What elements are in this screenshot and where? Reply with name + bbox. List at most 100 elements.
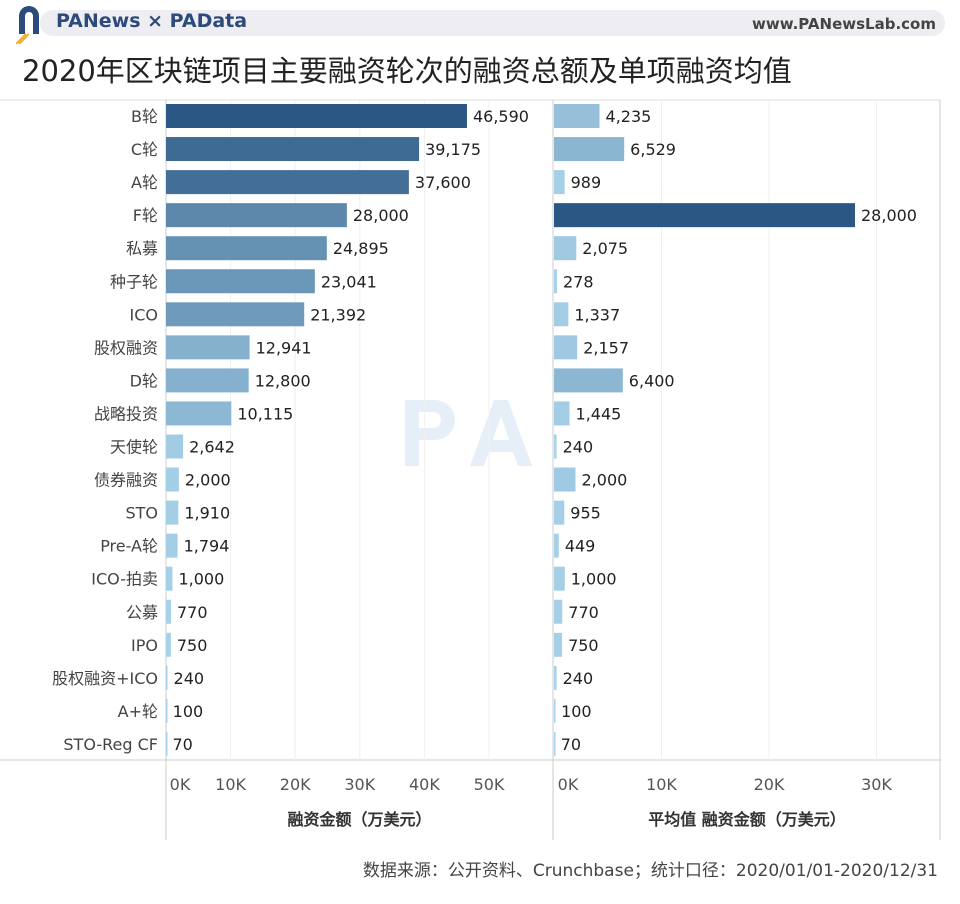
- bar: [554, 533, 559, 558]
- category-label: 公募: [126, 603, 158, 622]
- category-label: 股权融资+ICO: [52, 669, 158, 688]
- data-label: 240: [563, 669, 594, 688]
- data-label: 989: [571, 173, 602, 192]
- x-tick-label: 30K: [861, 775, 892, 794]
- data-label: 28,000: [353, 206, 409, 225]
- category-label: 战略投资: [94, 404, 158, 423]
- data-label: 37,600: [415, 173, 471, 192]
- bar: [166, 599, 171, 624]
- watermark-logo-icon: [405, 400, 532, 466]
- data-label: 449: [565, 537, 596, 556]
- data-label: 23,041: [321, 272, 377, 291]
- category-label: 种子轮: [110, 272, 158, 291]
- data-label: 12,800: [255, 371, 311, 390]
- category-label: STO: [125, 504, 158, 523]
- data-label: 46,590: [473, 107, 529, 126]
- bar: [554, 632, 563, 657]
- data-label: 770: [568, 603, 599, 622]
- data-label: 4,235: [606, 107, 652, 126]
- x-tick-label: 20K: [280, 775, 311, 794]
- bar: [166, 302, 305, 327]
- bar: [166, 698, 168, 723]
- bar: [554, 731, 556, 756]
- bar: [554, 335, 578, 360]
- bar: [166, 632, 171, 657]
- x-tick-label: 0K: [558, 775, 579, 794]
- data-label: 39,175: [425, 140, 481, 159]
- bar: [554, 599, 563, 624]
- bar: [166, 137, 420, 162]
- data-label: 6,529: [630, 140, 676, 159]
- bar: [554, 104, 600, 128]
- data-label: 1,445: [576, 404, 622, 423]
- data-label: 240: [563, 438, 594, 457]
- data-label: 2,642: [189, 438, 235, 457]
- bar: [166, 434, 184, 459]
- x-tick-label: 10K: [215, 775, 246, 794]
- category-label: IPO: [131, 636, 158, 655]
- brand: PANews × PAData: [56, 10, 248, 32]
- bar: [166, 533, 178, 558]
- bar: [166, 335, 250, 360]
- data-label: 1,794: [184, 537, 230, 556]
- bar: [554, 170, 565, 195]
- data-label: 770: [177, 603, 208, 622]
- data-label: 100: [561, 702, 592, 721]
- header-bar: [40, 10, 945, 36]
- category-label: C轮: [131, 140, 158, 159]
- bar: [554, 566, 565, 591]
- data-label: 1,000: [178, 570, 224, 589]
- bar: [166, 401, 232, 426]
- x-axis-title: 平均值 融资金额（万美元）: [648, 810, 846, 829]
- data-label: 240: [174, 669, 205, 688]
- data-label: 12,941: [256, 338, 312, 357]
- data-label: 2,000: [185, 471, 231, 490]
- category-label: 天使轮: [110, 438, 158, 457]
- category-label: 股权融资: [94, 338, 158, 357]
- category-label: B轮: [131, 107, 158, 126]
- x-tick-label: 50K: [474, 775, 505, 794]
- x-tick-label: 10K: [646, 775, 677, 794]
- x-tick-label: 30K: [344, 775, 375, 794]
- bar: [166, 203, 347, 228]
- bar: [166, 104, 467, 128]
- category-label: A+轮: [118, 702, 158, 721]
- bar: [166, 368, 249, 393]
- bar: [554, 434, 557, 459]
- data-label: 2,000: [582, 471, 628, 490]
- category-label: 债券融资: [94, 471, 158, 490]
- bar: [554, 467, 576, 492]
- bar: [166, 170, 409, 195]
- bar: [554, 269, 557, 294]
- bar: [166, 236, 327, 261]
- category-label: STO-Reg CF: [63, 735, 158, 754]
- data-label: 1,910: [184, 504, 230, 523]
- data-label: 1,000: [571, 570, 617, 589]
- bar: [554, 203, 855, 228]
- data-label: 70: [172, 735, 192, 754]
- data-label: 955: [570, 504, 601, 523]
- x-tick-label: 0K: [170, 775, 191, 794]
- data-label: 2,075: [582, 239, 628, 258]
- data-label: 278: [563, 272, 594, 291]
- data-label: 100: [173, 702, 204, 721]
- bar: [554, 368, 623, 393]
- bar: [554, 302, 569, 327]
- bar: [554, 665, 557, 690]
- data-label: 6,400: [629, 371, 675, 390]
- category-label: Pre-A轮: [100, 537, 158, 556]
- data-label: 10,115: [237, 404, 293, 423]
- bar: [166, 467, 179, 492]
- data-label: 70: [561, 735, 581, 754]
- category-label: A轮: [131, 173, 158, 192]
- data-label: 750: [177, 636, 208, 655]
- bar: [554, 137, 625, 162]
- bar: [554, 236, 577, 261]
- data-label: 28,000: [861, 206, 917, 225]
- data-label: 24,895: [333, 239, 389, 258]
- data-label: 2,157: [583, 338, 629, 357]
- bar: [166, 731, 168, 756]
- bar: [166, 269, 315, 294]
- site-url: www.PANewsLab.com: [752, 15, 936, 33]
- bar: [166, 566, 173, 591]
